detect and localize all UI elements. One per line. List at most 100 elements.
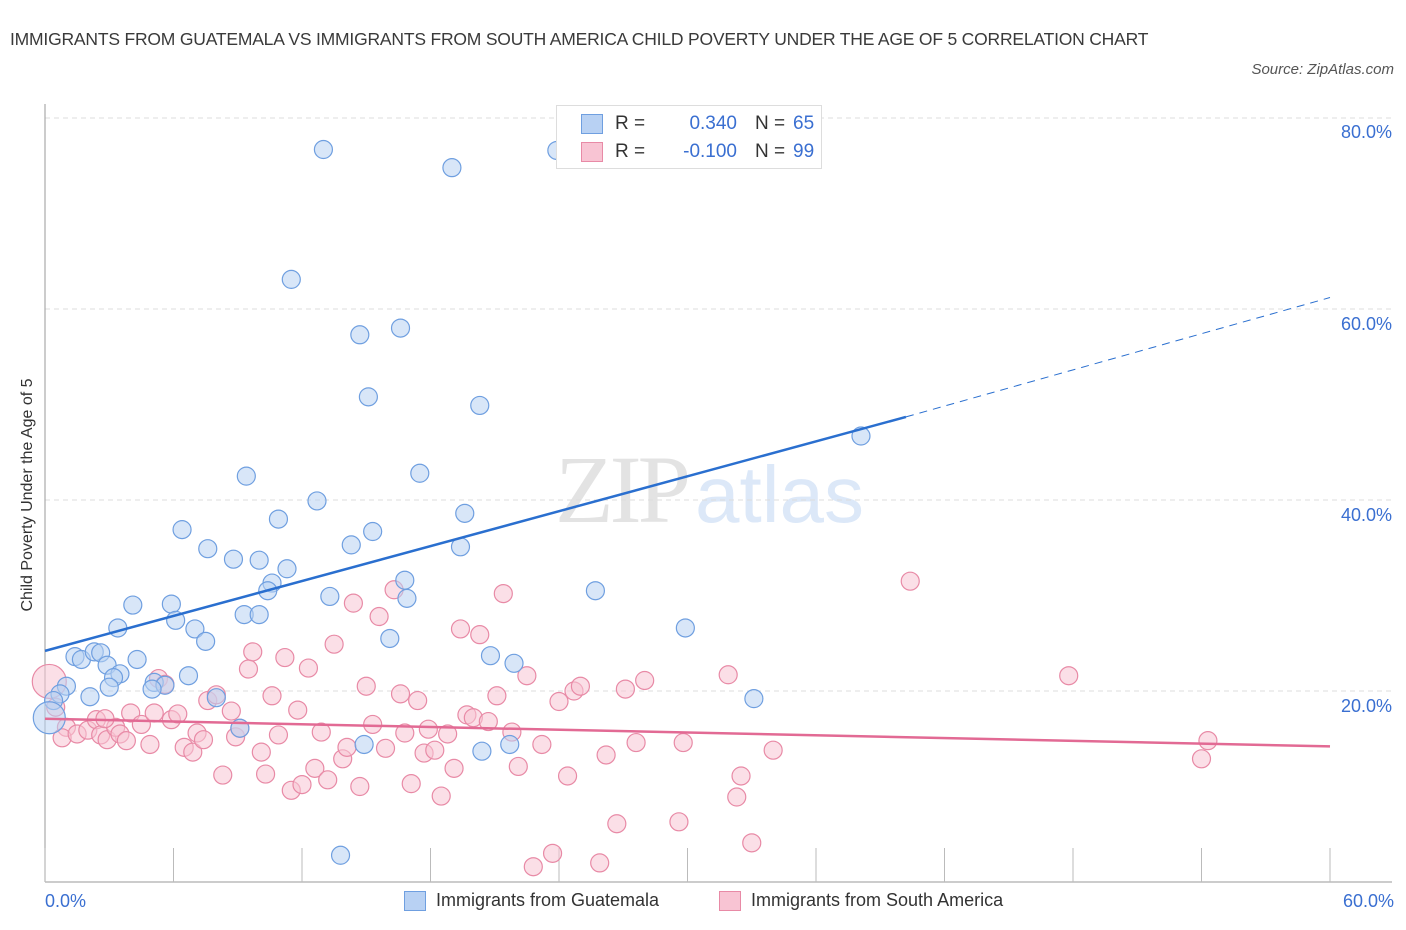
point-south-america: [478, 711, 498, 732]
point-south-america: [669, 812, 689, 832]
point-south-america: [298, 658, 319, 678]
point-south-america: [626, 732, 646, 753]
point-south-america: [221, 701, 241, 721]
point-south-america: [343, 593, 363, 613]
point-south-america: [542, 843, 563, 863]
point-south-america: [292, 774, 312, 795]
point-guatemala: [354, 734, 374, 755]
point-south-america: [673, 732, 693, 753]
gridlines: [45, 117, 1392, 692]
point-south-america: [431, 786, 451, 806]
y-tick-label-20: 20.0%: [1340, 696, 1392, 716]
point-south-america: [763, 740, 783, 760]
point-guatemala: [395, 570, 415, 590]
y-tick-label-80: 80.0%: [1340, 122, 1392, 142]
point-guatemala: [330, 845, 351, 865]
correlation-legend: R = 0.340 N = 65 R = -0.100 N = 99: [556, 105, 822, 169]
point-south-america: [742, 833, 762, 853]
source-label: Source: ZipAtlas.com: [1251, 61, 1394, 78]
point-guatemala: [307, 491, 327, 511]
points-guatemala: [32, 139, 871, 865]
point-guatemala: [480, 646, 501, 666]
point-south-america: [140, 734, 160, 755]
x-tick-label-max: 60.0%: [1342, 891, 1394, 911]
trend-line-guatemala: [44, 415, 907, 653]
legend-row-guatemala: R = 0.340 N = 65: [581, 112, 814, 136]
point-guatemala: [198, 539, 218, 559]
watermark: ZIP atlas: [555, 440, 864, 545]
point-guatemala: [172, 520, 192, 540]
point-south-america: [570, 676, 591, 696]
point-guatemala: [206, 688, 226, 708]
point-south-america: [590, 853, 610, 873]
point-guatemala: [161, 594, 181, 614]
legend-item-guatemala[interactable]: Immigrants from Guatemala: [404, 890, 659, 911]
point-south-america: [395, 723, 415, 743]
point-south-america: [425, 740, 445, 760]
point-south-america: [255, 764, 276, 784]
n-value: 65: [793, 113, 815, 134]
point-south-america: [337, 737, 357, 757]
point-guatemala: [442, 158, 462, 178]
point-south-america: [213, 765, 233, 785]
point-south-america: [508, 756, 528, 777]
point-south-america: [470, 625, 490, 645]
axes: [44, 104, 1392, 883]
point-south-america: [517, 666, 537, 686]
point-guatemala: [127, 649, 147, 670]
point-south-america: [532, 734, 552, 755]
point-south-america: [193, 730, 214, 750]
r-label: R =: [615, 113, 646, 134]
point-south-america: [1059, 666, 1079, 686]
point-south-america: [401, 774, 421, 794]
x-tick-label-min: 0.0%: [45, 891, 87, 911]
point-guatemala: [142, 679, 162, 699]
point-south-america: [116, 731, 136, 751]
point-south-america: [318, 770, 338, 790]
point-south-america: [168, 704, 188, 724]
point-south-america: [311, 722, 331, 742]
point-south-america: [438, 724, 458, 744]
point-south-america: [718, 665, 738, 685]
points-south-america: [31, 571, 1218, 877]
point-guatemala: [223, 549, 244, 569]
point-guatemala: [99, 677, 119, 697]
point-guatemala: [363, 521, 383, 542]
point-guatemala: [585, 581, 606, 601]
point-south-america: [731, 766, 751, 786]
point-guatemala: [470, 395, 490, 416]
point-south-america: [144, 703, 164, 723]
n-value: 99: [793, 141, 815, 162]
n-label: N =: [755, 113, 786, 134]
point-guatemala: [744, 689, 764, 709]
point-south-america: [305, 758, 325, 778]
point-guatemala: [281, 269, 301, 289]
point-guatemala: [185, 619, 205, 639]
legend-row-south-america: R = -0.100 N = 99: [581, 140, 814, 164]
n-label: N =: [755, 141, 786, 162]
point-guatemala: [341, 535, 361, 555]
trend-line-guatemala-extension: [905, 297, 1331, 418]
point-south-america: [607, 814, 627, 834]
point-south-america: [375, 738, 396, 758]
south-america-swatch: [719, 890, 741, 911]
point-guatemala: [313, 139, 334, 160]
south-america-swatch: [581, 142, 603, 162]
point-guatemala: [80, 687, 100, 707]
point-south-america: [549, 691, 569, 712]
trend-line-south-america: [44, 717, 1331, 748]
point-south-america: [493, 583, 513, 604]
point-guatemala: [249, 604, 269, 625]
trend-lines: [44, 297, 1331, 748]
point-south-america: [487, 686, 507, 706]
legend-item-south-america[interactable]: Immigrants from South America: [719, 890, 1003, 911]
y-tick-label-60: 60.0%: [1340, 314, 1392, 334]
point-south-america: [262, 686, 282, 706]
point-guatemala: [277, 559, 297, 579]
point-guatemala: [410, 463, 430, 483]
point-guatemala: [500, 734, 520, 755]
point-south-america: [275, 647, 295, 668]
point-guatemala: [472, 741, 492, 761]
point-south-america: [615, 679, 635, 699]
legend-label: Immigrants from South America: [751, 890, 1004, 910]
